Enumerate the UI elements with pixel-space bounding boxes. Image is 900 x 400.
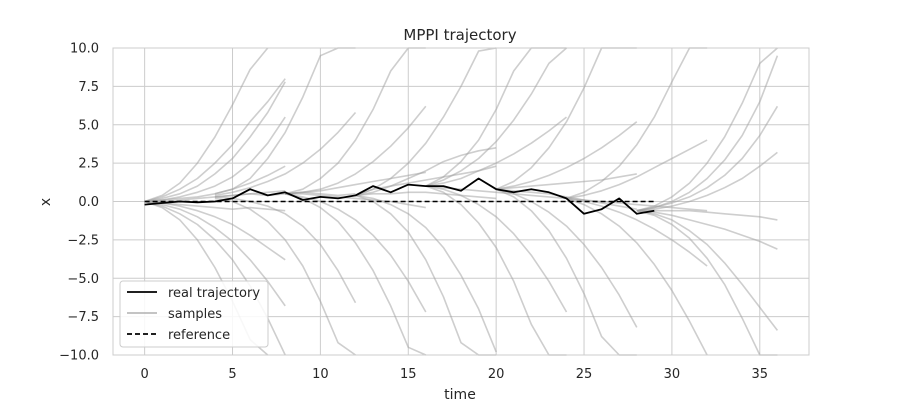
legend-label-real: real trajectory [168, 286, 260, 301]
x-tick-label: 20 [488, 367, 505, 382]
x-tick-label: 5 [228, 367, 236, 382]
y-tick-label: 2.5 [78, 157, 99, 172]
plot-frame [112, 47, 810, 356]
y-tick-label: −7.5 [67, 310, 99, 325]
x-tick-label: 15 [400, 367, 417, 382]
sample-line [425, 185, 567, 356]
real-trajectory-line [144, 177, 655, 215]
chart-title: MPPI trajectory [403, 26, 516, 44]
sample-line [636, 209, 779, 331]
sample-line [496, 173, 637, 190]
y-axis-label: x [38, 198, 54, 206]
x-tick-label: 0 [140, 367, 148, 382]
sample-line [636, 209, 778, 356]
y-tick-label: 10.0 [70, 42, 99, 57]
sample-line [636, 151, 778, 212]
sample-line [144, 81, 286, 203]
sample-line [355, 47, 497, 197]
x-axis-label: time [444, 387, 476, 400]
sample-line [355, 191, 497, 200]
sample-line [425, 116, 567, 187]
sample-line [636, 47, 778, 212]
sample-line [425, 47, 568, 187]
sample-line [144, 47, 269, 203]
y-tick-labels: −10.0 −7.5 −5.0 −2.5 0.0 2.5 5.0 7.5 10.0 [59, 42, 99, 364]
x-tick-label: 35 [752, 367, 769, 382]
sample-line [144, 200, 286, 307]
sample-line [496, 121, 638, 190]
sample-line [566, 197, 708, 212]
sample-line [214, 111, 357, 197]
y-tick-label: −10.0 [59, 349, 99, 364]
sample-line [214, 47, 356, 195]
y-tick-label: 0.0 [78, 195, 99, 210]
x-tick-label: 10 [312, 367, 329, 382]
sample-line [214, 196, 357, 304]
sample-line [355, 147, 497, 197]
y-tick-label: −5.0 [67, 272, 99, 287]
sample-lines [144, 47, 779, 356]
sample-line [566, 139, 708, 200]
legend: real trajectory samples reference [119, 280, 269, 348]
sample-line [144, 200, 286, 261]
y-tick-label: 5.0 [78, 118, 99, 133]
sample-line [284, 47, 426, 195]
sample-line [355, 194, 497, 353]
sample-line [636, 105, 779, 212]
sample-line [144, 116, 286, 203]
sample-line [495, 188, 637, 356]
x-tick-labels: 0 5 10 15 20 25 30 35 [140, 367, 768, 382]
legend-label-reference: reference [168, 328, 230, 343]
sample-line [495, 188, 638, 328]
y-tick-label: −2.5 [67, 233, 99, 248]
sample-line [636, 209, 778, 221]
legend-box [119, 280, 269, 348]
real-trajectory-group [144, 177, 655, 215]
x-tick-label: 25 [576, 367, 593, 382]
sample-line [425, 185, 568, 313]
sample-line [214, 197, 356, 356]
sample-line [355, 194, 497, 356]
sample-line [285, 193, 426, 209]
sample-line [285, 171, 426, 195]
sample-line [566, 197, 708, 267]
x-tick-label: 30 [664, 367, 681, 382]
y-tick-label: 7.5 [78, 80, 99, 95]
sample-line [566, 47, 708, 200]
legend-label-samples: samples [168, 307, 222, 322]
sample-line [636, 209, 778, 250]
sample-line [144, 78, 286, 203]
sample-line [566, 197, 708, 356]
